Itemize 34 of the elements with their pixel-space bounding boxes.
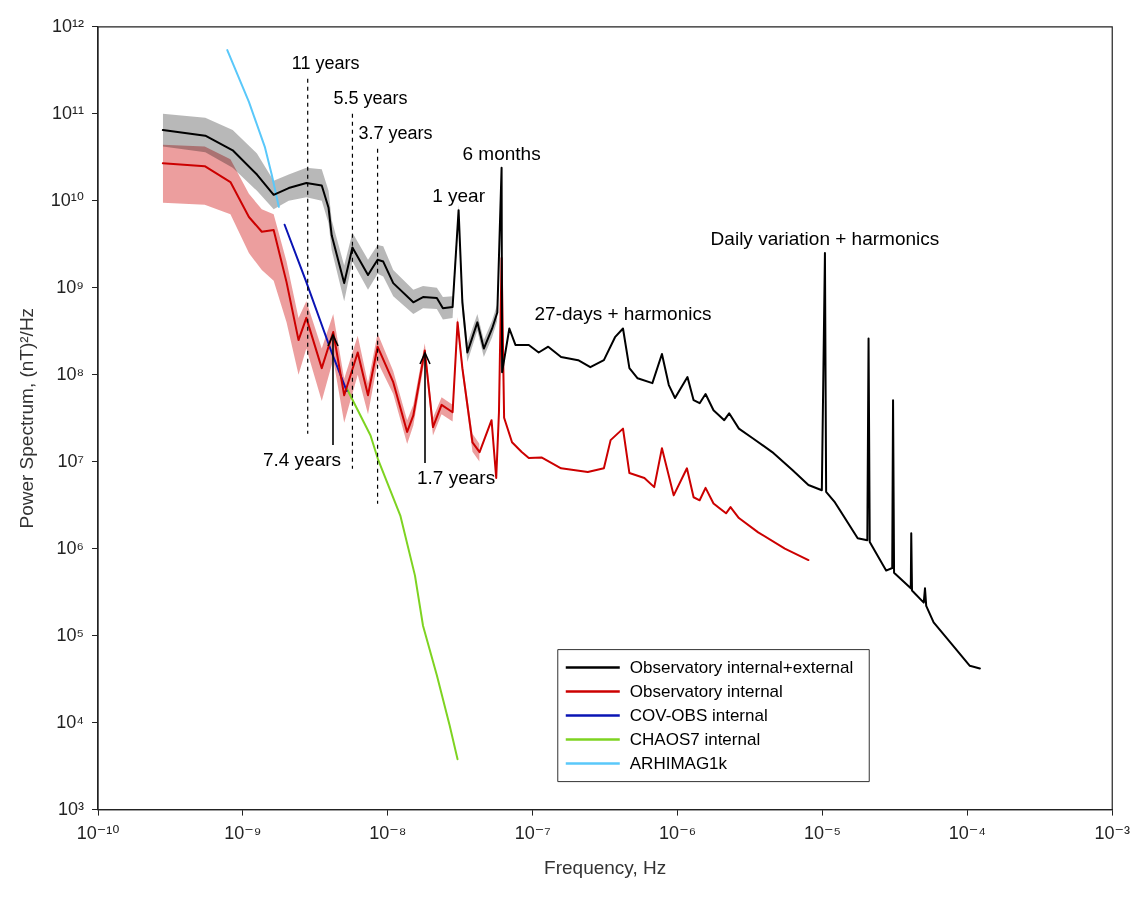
annotation: 27-days + harmonics <box>534 303 712 325</box>
y-tick-label: 10³ <box>58 798 85 819</box>
x-tick-label: 10⁻³ <box>1094 823 1131 844</box>
y-tick-label: 10⁹ <box>56 276 85 297</box>
x-tick-label: 10⁻⁸ <box>369 823 407 844</box>
x-tick-label: 10⁻⁶ <box>659 823 697 844</box>
legend-label: COV-OBS internal <box>629 706 768 726</box>
annotation: 7.4 years <box>262 448 342 470</box>
y-tick-label: 10¹⁰ <box>50 189 85 210</box>
legend-label: CHAOS7 internal <box>629 730 761 750</box>
legend-label: Observatory internal+external <box>629 658 854 678</box>
annotation: Daily variation + harmonics <box>710 228 940 250</box>
legend-label: ARHIMAG1k <box>629 754 728 774</box>
annotation: 1 year <box>432 185 486 207</box>
y-tick-label: 10⁷ <box>57 450 85 471</box>
x-tick-label: 10⁻⁷ <box>514 823 551 844</box>
x-tick-label: 10⁻⁹ <box>224 823 262 844</box>
y-tick-label: 10⁶ <box>56 537 85 558</box>
ref-line-label: 3.7 years <box>358 122 433 143</box>
ref-line-label: 5.5 years <box>333 87 408 108</box>
y-tick-label: 10¹² <box>52 15 85 36</box>
y-tick-label: 10⁵ <box>56 624 85 645</box>
y-tick-label: 10¹¹ <box>52 102 85 123</box>
x-tick-label: 10⁻¹⁰ <box>76 823 120 844</box>
y-tick-label: 10⁴ <box>56 711 85 732</box>
legend-label: Observatory internal <box>629 682 783 702</box>
x-tick-label: 10⁻⁴ <box>948 823 986 844</box>
annotation: 1.7 years <box>416 467 496 489</box>
y-axis-title: Power Spectrum, (nT)²/Hz <box>15 307 37 529</box>
ref-line-label: 11 years <box>291 52 360 73</box>
x-axis-title: Frequency, Hz <box>544 856 667 878</box>
x-tick-label: 10⁻⁵ <box>803 823 841 844</box>
annotation: 6 months <box>462 142 541 164</box>
y-tick-label: 10⁸ <box>56 363 85 384</box>
